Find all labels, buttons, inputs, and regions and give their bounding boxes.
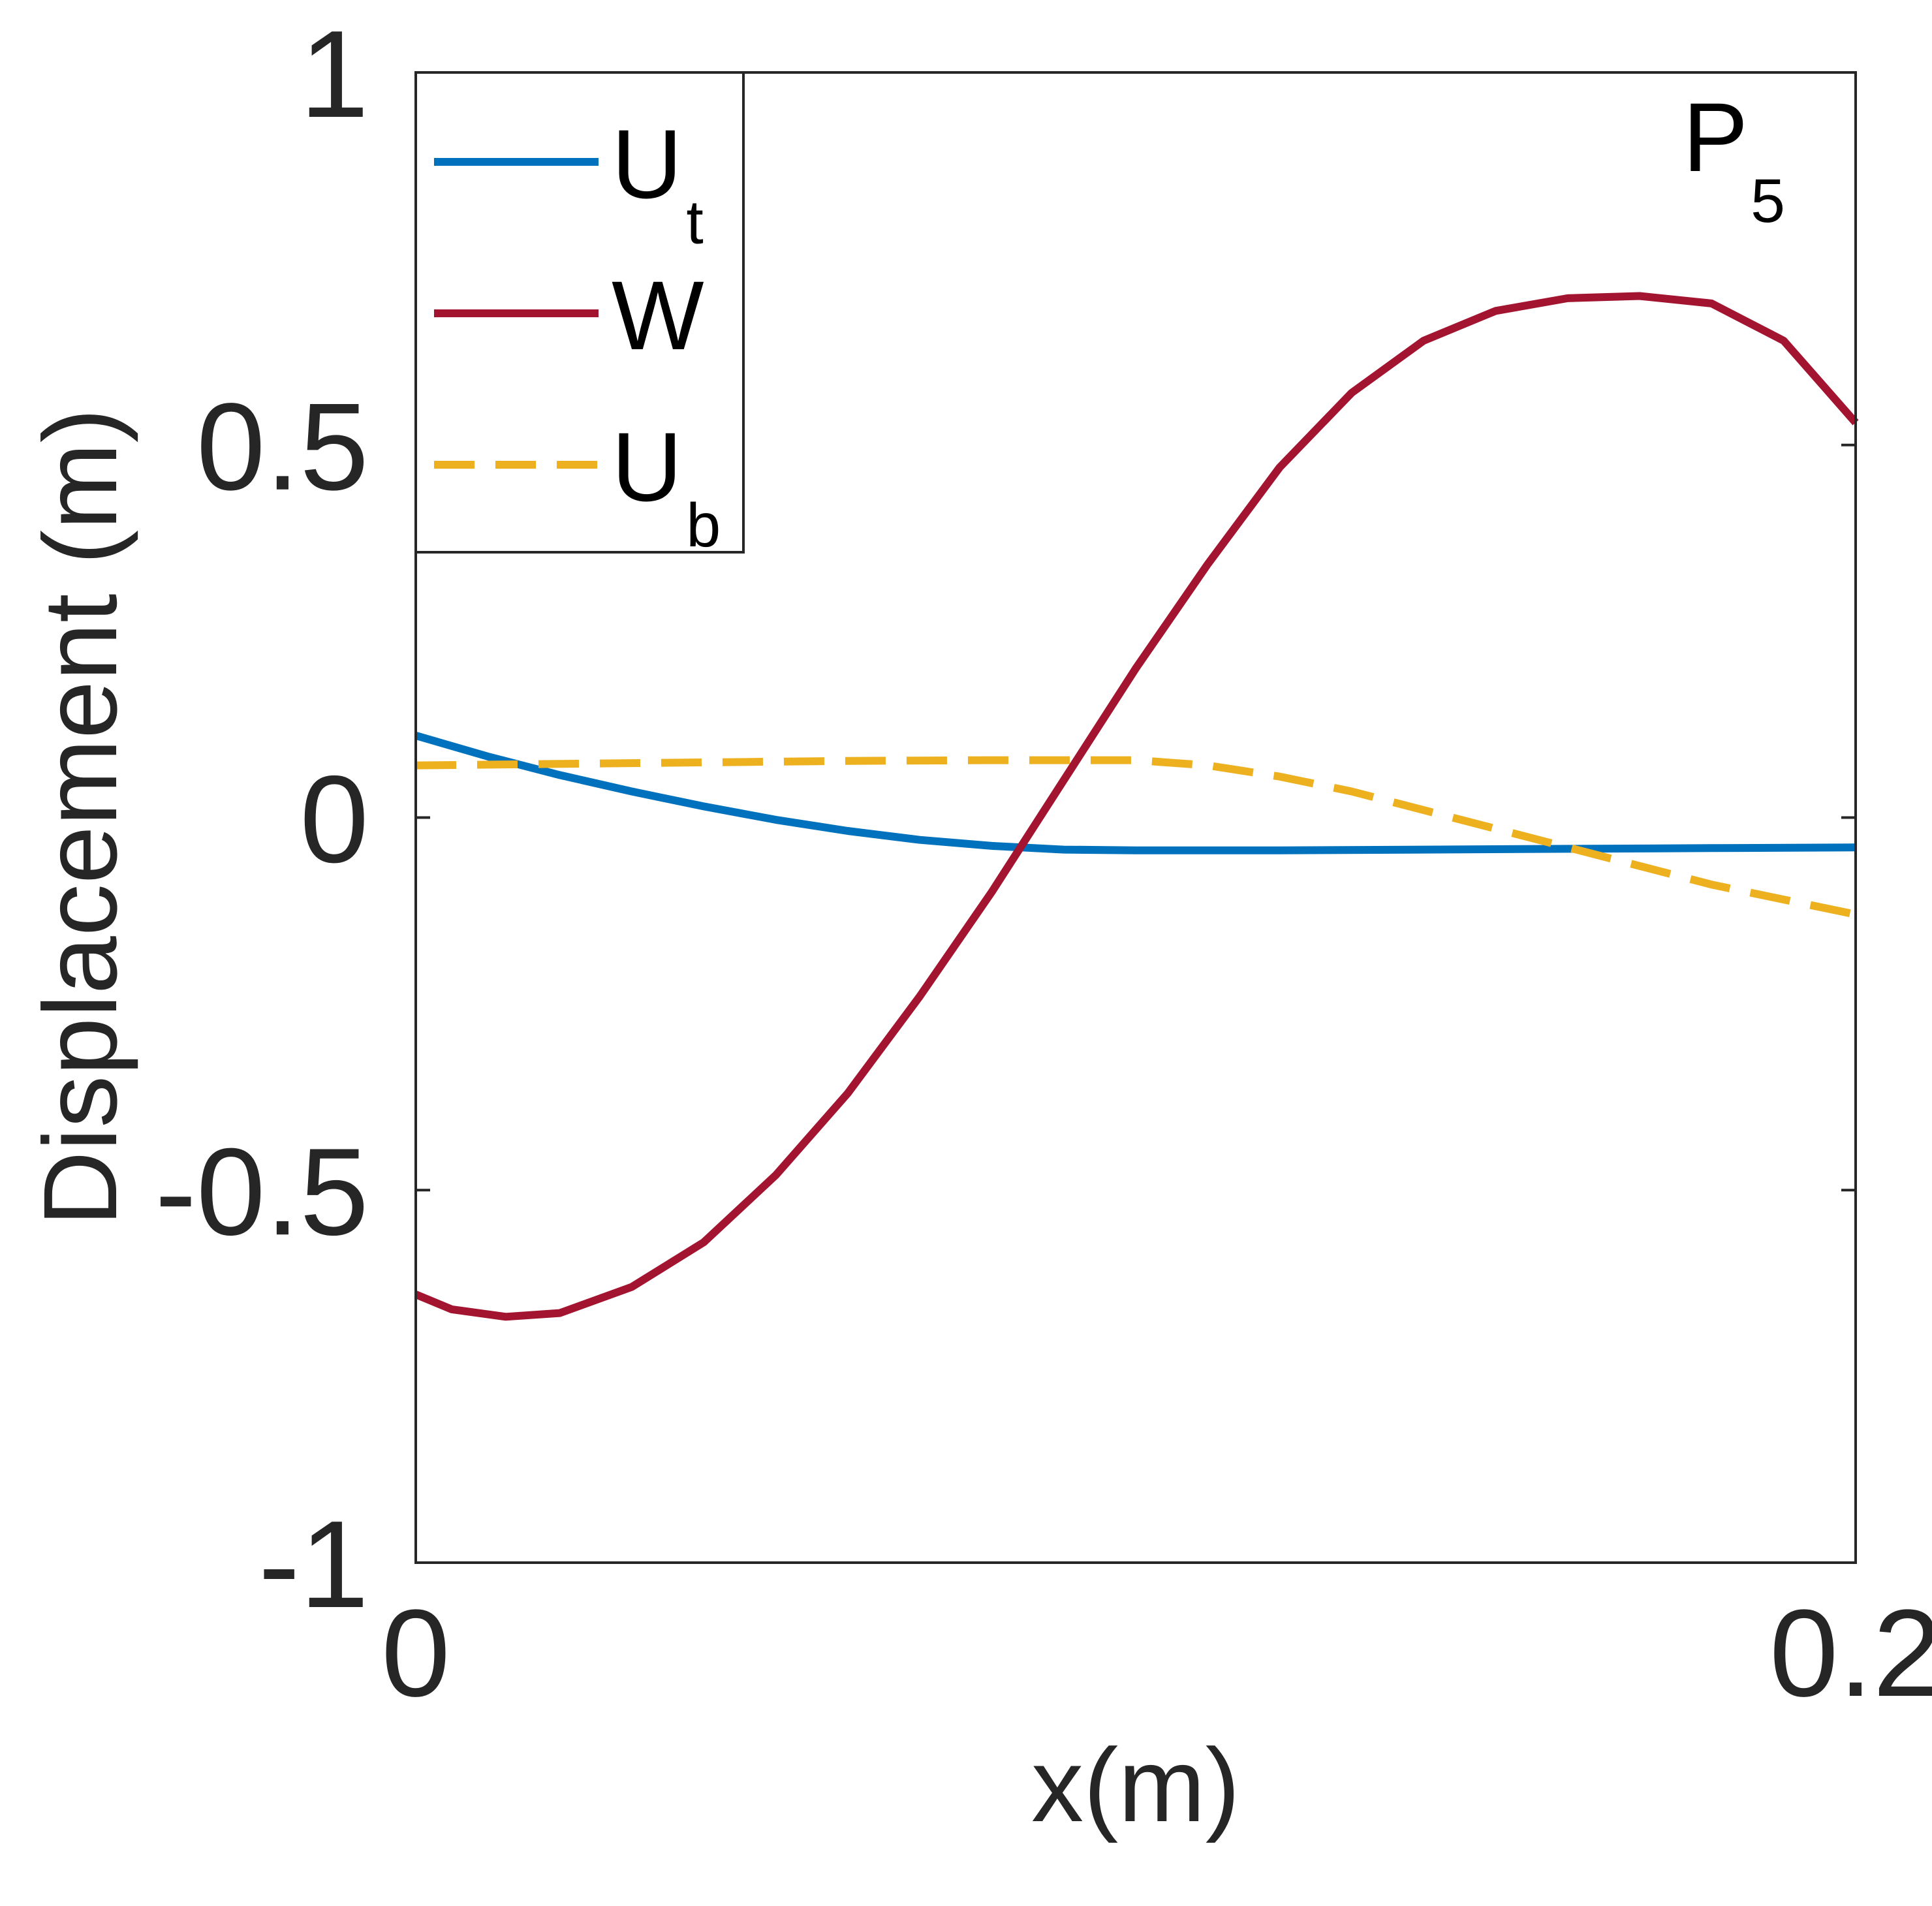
y-axis-label: Displacement (m) bbox=[22, 408, 138, 1226]
series-layer bbox=[414, 292, 1859, 1321]
y-tick-label-2: 0 bbox=[300, 751, 369, 889]
legend-items: UtW Ub bbox=[434, 109, 721, 560]
legend-label-1: W bbox=[612, 260, 704, 370]
legend: UtW Ub bbox=[414, 71, 745, 560]
y-tick-label-3: 0.5 bbox=[196, 378, 369, 516]
y-tick-label-0: -1 bbox=[258, 1495, 369, 1634]
x-tick-label-0: 0 bbox=[381, 1584, 450, 1723]
legend-label-2: Ub bbox=[612, 412, 721, 560]
series-line-0 bbox=[414, 732, 1856, 854]
x-axis-label: x(m) bbox=[1031, 1726, 1240, 1843]
series-line-1 bbox=[414, 292, 1859, 1321]
y-tick-label-1: -0.5 bbox=[155, 1123, 369, 1261]
panel-annotation: P5 bbox=[1683, 82, 1785, 236]
svg-text:P5: P5 bbox=[1683, 82, 1785, 236]
x-tick-label-1: 0.2 bbox=[1769, 1584, 1932, 1723]
tick-layer: -1 -0.5 0 0.5 1 0 0.2 bbox=[155, 5, 1932, 1723]
y-tick-label-4: 1 bbox=[300, 5, 369, 144]
annotation-subscript: 5 bbox=[1751, 166, 1785, 236]
annotation-text: P bbox=[1683, 82, 1748, 192]
legend-label-0: Ut bbox=[612, 109, 704, 257]
